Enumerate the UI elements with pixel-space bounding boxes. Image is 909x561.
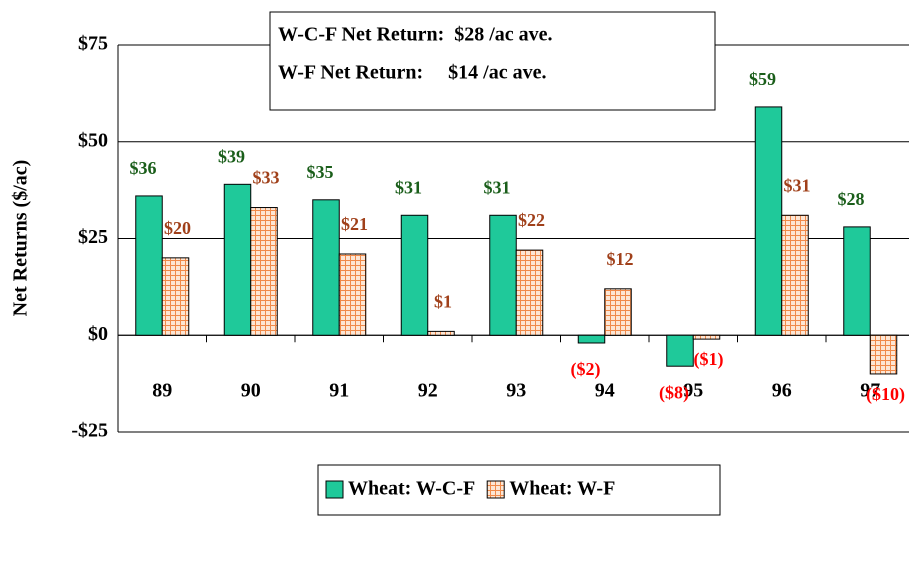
bar [666, 334, 694, 367]
annotation: W-F Net Return: $14 /ac ave. [278, 62, 546, 84]
data-label: ($8) [659, 382, 689, 403]
x-tick-label: 89 [152, 380, 172, 402]
bar [692, 334, 721, 340]
bar [489, 214, 517, 336]
y-tick-label: $50 [78, 129, 108, 151]
bar [754, 106, 783, 336]
legend-box [317, 464, 721, 516]
data-label: $20 [164, 218, 191, 238]
x-tick-label: 92 [418, 380, 438, 402]
legend-label: Wheat: W-F [509, 478, 615, 500]
data-label: $22 [518, 210, 545, 230]
bar [843, 226, 871, 336]
bar [250, 207, 278, 336]
bar [869, 334, 898, 375]
y-tick-label: $0 [88, 323, 108, 345]
legend-swatch [486, 480, 505, 499]
y-tick-label: $25 [78, 226, 108, 248]
data-label: ($2) [571, 359, 601, 380]
bar [135, 195, 163, 336]
x-tick-label: 97 [860, 380, 880, 402]
bar [223, 183, 252, 336]
bar [427, 330, 455, 336]
data-label: $1 [434, 292, 452, 312]
bar [604, 288, 632, 336]
data-label: $21 [341, 214, 368, 234]
x-tick-label: 94 [595, 380, 615, 402]
data-label: $39 [218, 146, 245, 166]
bar [781, 214, 809, 336]
bar [161, 257, 190, 336]
data-label: $31 [784, 175, 811, 195]
x-tick-label: 95 [683, 380, 703, 402]
data-label: $59 [749, 69, 776, 89]
data-label: $33 [253, 168, 280, 188]
bar [338, 253, 367, 336]
x-tick-label: 90 [241, 380, 261, 402]
bar [577, 334, 606, 344]
data-label: $28 [838, 189, 865, 209]
data-label: $12 [607, 249, 634, 269]
data-label: ($10) [866, 384, 905, 405]
data-label: $31 [484, 177, 511, 197]
data-label: $36 [130, 158, 157, 178]
annotation-box [269, 11, 716, 111]
bar [312, 199, 340, 336]
legend-label: Wheat: W-C-F [348, 478, 475, 500]
bar [515, 249, 544, 336]
y-tick-label: $75 [78, 33, 108, 55]
legend-swatch [325, 480, 344, 499]
annotation: W-C-F Net Return: $28 /ac ave. [278, 24, 553, 46]
data-label: $35 [307, 162, 334, 182]
y-axis-label: Net Returns ($/ac) [10, 160, 32, 317]
x-tick-label: 96 [772, 380, 792, 402]
data-label: $31 [395, 177, 422, 197]
y-tick-label: -$25 [71, 420, 108, 442]
x-tick-label: 91 [329, 380, 349, 402]
x-tick-label: 93 [506, 380, 526, 402]
data-label: ($1) [694, 349, 724, 370]
bar [400, 214, 429, 336]
